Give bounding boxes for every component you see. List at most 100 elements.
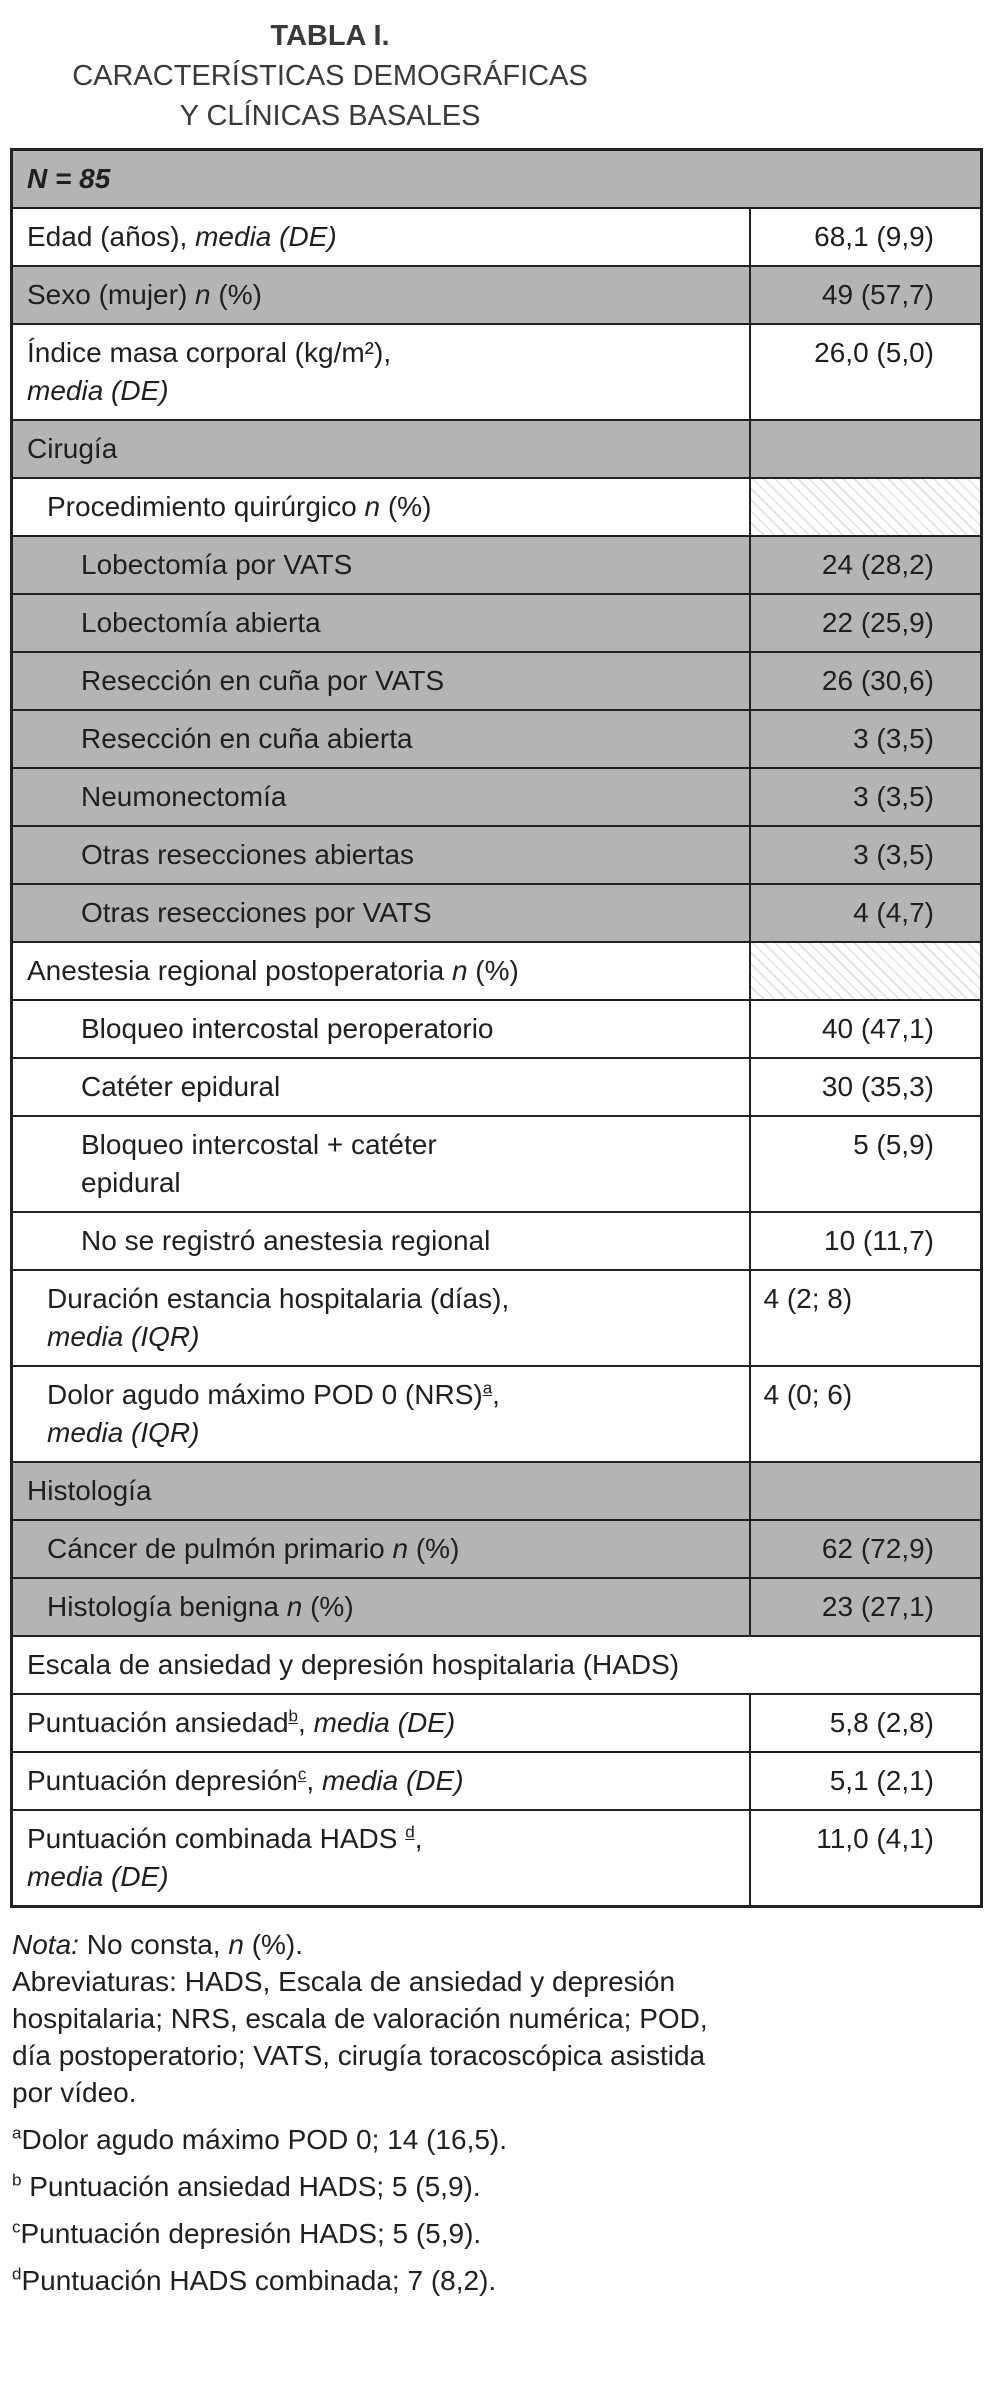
footnote-marker-b: b xyxy=(288,1706,299,1726)
footnote-nota: Nota: No consta, n (%). xyxy=(12,1926,983,1963)
label-text: Bloqueo intercostal peroperatorio xyxy=(81,1013,494,1044)
footnote-abbreviations-line: día postoperatorio; VATS, cirugía toraco… xyxy=(12,2040,706,2071)
table-row-no-registro: No se registró anestesia regional 10 (11… xyxy=(10,1211,983,1271)
label-line1: Puntuación combinada HADS d, xyxy=(27,1820,741,1858)
table-row-bloqueo-mas-cateter: Bloqueo intercostal + catéter epidural 5 … xyxy=(10,1115,983,1213)
footnote-c-text: Puntuación depresión HADS; 5 (5,9). xyxy=(20,2218,482,2249)
row-label: Bloqueo intercostal + catéter epidural xyxy=(10,1115,751,1213)
label-text: Cáncer de pulmón primario xyxy=(47,1533,393,1564)
empty-hatched-cell xyxy=(748,419,983,479)
label-text: Lobectomía por VATS xyxy=(81,549,353,580)
footnote-c: cPuntuación depresión HADS; 5 (5,9). xyxy=(12,2215,983,2252)
row-label: Resección en cuña abierta xyxy=(10,709,751,769)
label-text: Lobectomía abierta xyxy=(81,607,321,638)
table-row-anestesia-regional: Anestesia regional postoperatoria n (%) xyxy=(10,941,983,1001)
label-text: Otras resecciones por VATS xyxy=(81,897,432,928)
label-text: Otras resecciones abiertas xyxy=(81,839,415,870)
label-italic: media (DE) xyxy=(313,1707,456,1738)
table-row-lobectomia-abierta: Lobectomía abierta 22 (25,9) xyxy=(10,593,983,653)
label-line1: Índice masa corporal (kg/m²), xyxy=(27,337,392,368)
table-title-line2: CARACTERÍSTICAS DEMOGRÁFICAS xyxy=(72,60,588,92)
row-value: 22 (25,9) xyxy=(748,593,983,653)
table-row-lobectomia-vats: Lobectomía por VATS 24 (28,2) xyxy=(10,535,983,595)
table-row-cirugia: Cirugía xyxy=(10,419,983,479)
section-label: Cirugía xyxy=(10,419,751,479)
footnote-abbreviations-line: Abreviaturas: HADS, Escala de ansiedad y… xyxy=(12,1966,676,1997)
footnote-b-marker: b xyxy=(12,2170,22,2190)
table-row-otras-abiertas: Otras resecciones abiertas 3 (3,5) xyxy=(10,825,983,885)
n-header-cell: N = 85 xyxy=(10,148,983,209)
footnote-a-marker: a xyxy=(12,2123,22,2143)
footnotes: Nota: No consta, n (%). Abreviaturas: HA… xyxy=(12,1926,983,2299)
footnote-marker-d: d xyxy=(405,1822,415,1842)
label-text: (%) xyxy=(408,1533,460,1564)
label-line2-italic: media (IQR) xyxy=(47,1417,200,1448)
row-value: 3 (3,5) xyxy=(748,709,983,769)
row-value: 23 (27,1) xyxy=(748,1577,983,1637)
nota-text: No consta, xyxy=(78,1929,229,1960)
label-line2: epidural xyxy=(81,1167,181,1198)
label-text: Sexo (mujer) xyxy=(27,279,196,310)
row-value: 4 (0; 6) xyxy=(748,1365,983,1463)
table-title-line1: TABLA I. xyxy=(270,20,390,52)
label-text: Histología xyxy=(27,1475,152,1506)
label-text: Cirugía xyxy=(27,433,118,464)
section-label: Escala de ansiedad y depresión hospitala… xyxy=(10,1635,983,1695)
table-title: TABLA I. CARACTERÍSTICAS DEMOGRÁFICAS Y … xyxy=(0,16,660,136)
row-label: Catéter epidural xyxy=(10,1057,751,1117)
label-text: Puntuación ansiedad xyxy=(27,1707,289,1738)
table-row-reseccion-cuna-abierta: Resección en cuña abierta 3 (3,5) xyxy=(10,709,983,769)
label-italic: n xyxy=(364,491,381,522)
label-text: Neumonectomía xyxy=(81,781,287,812)
label-line2-italic: media (DE) xyxy=(27,375,169,406)
table-row-sexo: Sexo (mujer) n (%) 49 (57,7) xyxy=(10,265,983,325)
row-value: 30 (35,3) xyxy=(748,1057,983,1117)
row-label: Otras resecciones abiertas xyxy=(10,825,751,885)
table-row-puntuacion-ansiedad: Puntuación ansiedadb, media (DE) 5,8 (2,… xyxy=(10,1693,983,1753)
footnote-d-text: Puntuación HADS combinada; 7 (8,2). xyxy=(21,2265,497,2296)
label-line1: Dolor agudo máximo POD 0 (NRS)a, xyxy=(47,1376,741,1414)
footnote-marker-a: a xyxy=(482,1378,493,1398)
label-text: (%) xyxy=(302,1591,354,1622)
row-label: Índice masa corporal (kg/m²), media (DE) xyxy=(10,323,751,421)
label-italic: n xyxy=(392,1533,409,1564)
label-italic: n xyxy=(451,955,468,986)
row-value: 4 (2; 8) xyxy=(748,1269,983,1367)
row-label: Cáncer de pulmón primario n (%) xyxy=(10,1519,751,1579)
empty-hatched-cell xyxy=(748,1461,983,1521)
table-row-puntuacion-combinada: Puntuación combinada HADS d, media (DE) 1… xyxy=(10,1809,983,1908)
row-value: 4 (4,7) xyxy=(748,883,983,943)
label-line2-italic: media (DE) xyxy=(27,1861,169,1892)
table-row-n-header: N = 85 xyxy=(10,148,983,209)
label-italic: media (DE) xyxy=(321,1765,464,1796)
nota-label: Nota: xyxy=(12,1929,79,1960)
label-italic: n xyxy=(195,279,211,310)
label-text: (%) xyxy=(467,955,519,986)
table-row-neumonectomia: Neumonectomía 3 (3,5) xyxy=(10,767,983,827)
row-value: 68,1 (9,9) xyxy=(748,207,983,267)
row-label: Dolor agudo máximo POD 0 (NRS)a, media (I… xyxy=(10,1365,751,1463)
table-row-procedimiento: Procedimiento quirúrgico n (%) xyxy=(10,477,983,537)
empty-hatched-cell xyxy=(748,941,983,1001)
table-row-hads-header: Escala de ansiedad y depresión hospitala… xyxy=(10,1635,983,1695)
label-text: , xyxy=(492,1379,500,1410)
table-row-dolor-agudo: Dolor agudo máximo POD 0 (NRS)a, media (I… xyxy=(10,1365,983,1463)
section-label: Histología xyxy=(10,1461,751,1521)
row-value: 49 (57,7) xyxy=(748,265,983,325)
footnote-d-marker: d xyxy=(12,2264,22,2284)
footnote-abbreviations-line: por vídeo. xyxy=(12,2077,137,2108)
footnote-b-text: Puntuación ansiedad HADS; 5 (5,9). xyxy=(21,2171,481,2202)
nota-text: (%). xyxy=(243,1929,304,1960)
footnote-a: aDolor agudo máximo POD 0; 14 (16,5). xyxy=(12,2121,983,2158)
row-label: Puntuación combinada HADS d, media (DE) xyxy=(10,1809,751,1908)
row-label: Lobectomía por VATS xyxy=(10,535,751,595)
label-line2-italic: media (IQR) xyxy=(47,1321,200,1352)
table-row-otras-vats: Otras resecciones por VATS 4 (4,7) xyxy=(10,883,983,943)
label-text: Escala de ansiedad y depresión hospitala… xyxy=(27,1649,680,1680)
table-row-histologia-benigna: Histología benigna n (%) 23 (27,1) xyxy=(10,1577,983,1637)
label-text: (%) xyxy=(380,491,432,522)
row-label: Histología benigna n (%) xyxy=(10,1577,751,1637)
row-label: Edad (años), media (DE) xyxy=(10,207,751,267)
row-value: 26,0 (5,0) xyxy=(748,323,983,421)
row-label: Procedimiento quirúrgico n (%) xyxy=(10,477,751,537)
